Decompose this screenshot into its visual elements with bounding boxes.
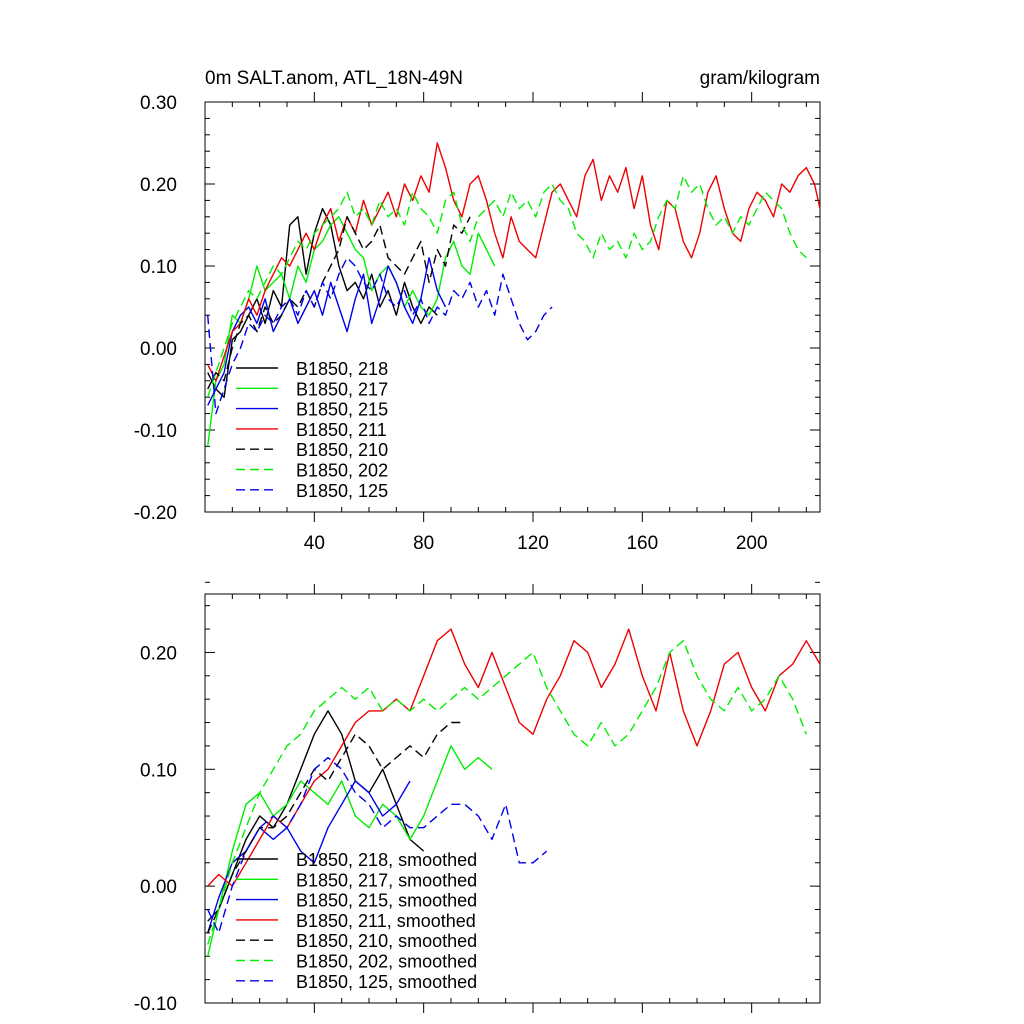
legend-label: B1850, 202, smoothed [296, 952, 477, 972]
panel-title: 0m SALT.anom, ATL_18N-49N [205, 68, 463, 89]
x-tick-label: 40 [304, 533, 325, 554]
legend-label: B1850, 210, smoothed [296, 931, 477, 951]
y-tick-label: 0.20 [140, 643, 177, 664]
y-tick-label: 0.10 [140, 257, 177, 278]
legend-label: B1850, 211, smoothed [296, 911, 476, 931]
series-line [207, 628, 820, 887]
series-line [207, 745, 493, 957]
y-tick-label: 0.30 [140, 93, 177, 114]
x-tick-label: 160 [626, 533, 658, 554]
series-line [207, 780, 411, 934]
series-line [207, 216, 496, 447]
legend-label: B1850, 218, smoothed [296, 850, 477, 870]
x-tick-label: 120 [517, 533, 549, 554]
legend-label: B1850, 125, smoothed [296, 972, 477, 992]
plot-frame [204, 101, 821, 513]
y-tick-label: 0.00 [140, 339, 177, 360]
series-line [207, 257, 447, 406]
series-line [207, 142, 820, 382]
y-tick-label: -0.10 [134, 994, 177, 1015]
legend-label: B1850, 202 [296, 461, 388, 481]
series-line [207, 216, 471, 390]
legend-label: B1850, 215 [296, 400, 388, 420]
legend-label: B1850, 125 [296, 481, 388, 501]
series-lines [207, 628, 820, 957]
series-line [207, 721, 465, 934]
top-panel: 0m SALT.anom, ATL_18N-49N gram/kilogram … [134, 68, 821, 554]
series-line [207, 710, 425, 922]
series-line [207, 207, 438, 398]
units-label: gram/kilogram [700, 68, 820, 89]
legend-label: B1850, 218 [296, 359, 388, 379]
series-line [207, 756, 548, 934]
series-lines [207, 142, 820, 447]
series-line [207, 640, 807, 945]
x-tick-label: 200 [736, 533, 768, 554]
x-tick-label: 80 [413, 533, 434, 554]
legend-label: B1850, 211 [296, 420, 387, 440]
series-line [207, 257, 553, 415]
legend-label: B1850, 215, smoothed [296, 891, 477, 911]
y-tick-label: -0.10 [134, 421, 177, 442]
legend-label: B1850, 217, smoothed [296, 870, 477, 890]
legend-label: B1850, 210 [296, 440, 388, 460]
y-tick-label: -0.20 [134, 503, 177, 524]
plot-frame [204, 593, 821, 1004]
y-tick-label: 0.00 [140, 877, 177, 898]
series-line [207, 175, 807, 398]
y-tick-label: 0.10 [140, 760, 177, 781]
legend-label: B1850, 217 [296, 379, 388, 399]
y-tick-label: 0.20 [140, 175, 177, 196]
